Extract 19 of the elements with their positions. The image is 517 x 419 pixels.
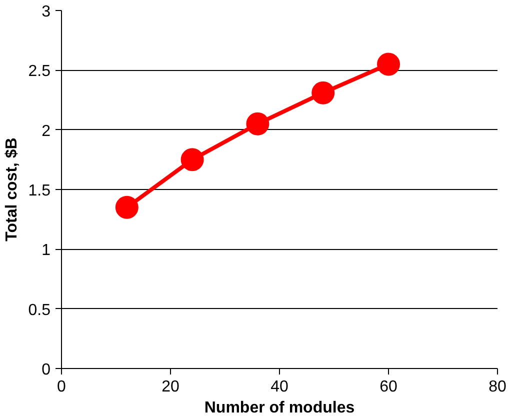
x-axis-title: Number of modules [204, 400, 355, 416]
x-tick-label: 60 [380, 378, 398, 396]
x-tick-label: 80 [488, 378, 506, 396]
x-tick-label: 0 [57, 378, 66, 396]
point [377, 52, 400, 76]
y-axis-title: Total cost, $B [3, 138, 20, 242]
point [115, 196, 138, 219]
y-tick-label: 0.5 [28, 302, 51, 319]
point [246, 112, 270, 136]
point [312, 81, 335, 104]
point [180, 148, 204, 172]
y-tick-label: 2.5 [28, 63, 51, 80]
y-tick-label: 0 [42, 362, 51, 378]
x-tick-label: 40 [270, 378, 288, 396]
y-tick-label: 3 [42, 4, 51, 20]
y-tick-label: 2 [42, 122, 51, 140]
y-tick-label: 1 [42, 242, 51, 260]
x-tick-label: 20 [162, 378, 180, 396]
y-tick-label: 1.5 [28, 182, 51, 200]
